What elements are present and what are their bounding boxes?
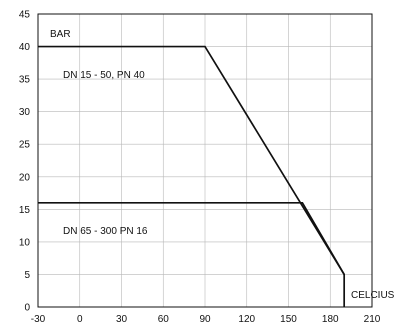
x-tick-label: 180 bbox=[322, 314, 339, 325]
plot-frame bbox=[37, 13, 373, 308]
y-tick-label: 0 bbox=[24, 303, 30, 314]
y-tick-label: 45 bbox=[19, 10, 31, 21]
x-tick-label: 150 bbox=[280, 314, 297, 325]
y-tick-label: 10 bbox=[19, 237, 31, 248]
x-tick-label: 210 bbox=[364, 314, 381, 325]
series-lines bbox=[38, 45, 346, 307]
x-axis-label: CELCIUS bbox=[351, 290, 395, 301]
series-line-1 bbox=[38, 201, 345, 275]
grid bbox=[37, 13, 373, 308]
y-tick-labels: 0 5 10 15 20 25 30 35 40 45 bbox=[19, 10, 31, 314]
series-label-dn65-300: DN 65 - 300 PN 16 bbox=[63, 226, 148, 237]
series-label-dn15-50: DN 15 - 50, PN 40 bbox=[63, 70, 145, 81]
y-tick-label: 30 bbox=[19, 107, 31, 118]
y-tick-label: 40 bbox=[19, 42, 31, 53]
x-tick-label: -30 bbox=[31, 314, 46, 325]
x-tick-label: 90 bbox=[199, 314, 211, 325]
x-tick-label: 30 bbox=[116, 314, 128, 325]
y-axis-label: BAR bbox=[50, 29, 71, 40]
x-tick-label: 60 bbox=[158, 314, 170, 325]
y-tick-label: 25 bbox=[19, 140, 31, 151]
x-tick-label: 0 bbox=[77, 314, 83, 325]
y-tick-label: 20 bbox=[19, 172, 31, 183]
x-tick-label: 120 bbox=[238, 314, 255, 325]
series-line-0 bbox=[38, 45, 346, 307]
x-tick-labels: -30 0 30 60 90 120 150 180 210 bbox=[31, 314, 381, 325]
y-tick-label: 15 bbox=[19, 205, 31, 216]
y-tick-label: 5 bbox=[24, 270, 30, 281]
y-tick-label: 35 bbox=[19, 75, 31, 86]
